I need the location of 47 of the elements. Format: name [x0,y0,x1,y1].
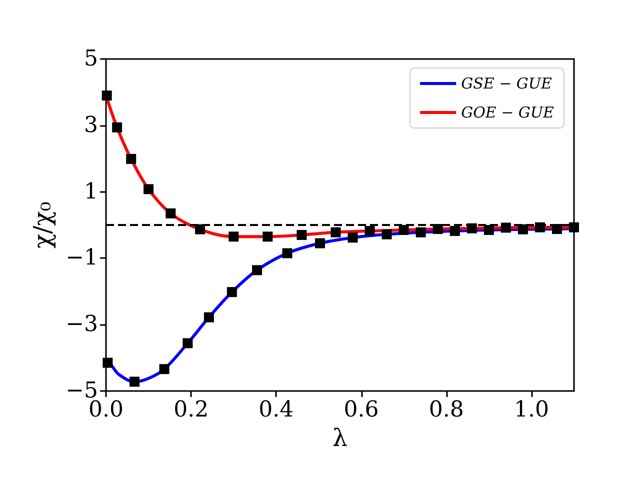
point [552,224,562,234]
point [130,376,140,387]
x-tick-label: 0.6 [344,398,379,422]
point [450,226,460,236]
point [382,229,392,240]
point [126,154,136,164]
point [159,364,170,374]
x-tick-label: 0.8 [428,398,464,422]
y-tick-label: −3 [66,312,98,338]
point [330,227,341,238]
point [282,248,292,258]
y-tick-label: 5 [84,46,98,72]
point [102,90,112,101]
y-tick-label: −1 [66,246,98,271]
x-tick-label: 0.2 [174,398,209,422]
point [296,230,307,240]
point [204,312,214,322]
point [226,287,237,298]
x-tick-label: 0.4 [258,398,294,422]
point [416,227,426,238]
point [348,232,358,243]
point [228,232,239,242]
point [195,224,206,234]
point [398,224,409,235]
point [432,224,443,234]
point [484,224,494,235]
point [315,238,326,248]
point [534,222,545,232]
point [112,122,122,132]
point [518,224,528,234]
x-axis-title: λ [332,424,348,452]
point [102,358,113,368]
y-tick-label: 1 [84,179,98,204]
point [466,223,477,234]
legend-label: GSE − GUE [461,74,552,92]
point [569,222,579,232]
y-axis-title: χ/χ₀ [28,202,57,248]
point [166,208,176,218]
point [252,265,262,276]
point [364,226,375,236]
point [500,222,511,233]
y-tick-label: 3 [84,112,98,138]
point [144,184,154,194]
point [262,232,273,242]
x-tick-label: 1.0 [514,398,549,422]
point [182,338,193,348]
legend-label: GOE − GUE [461,104,554,122]
